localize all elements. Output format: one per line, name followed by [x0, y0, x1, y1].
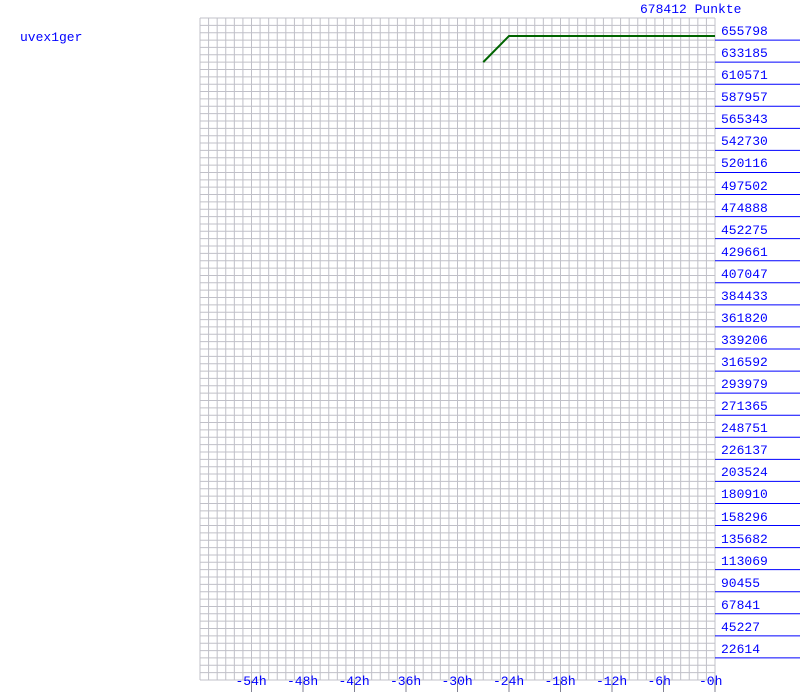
y-tick-label: 67841 — [721, 598, 800, 613]
y-tick-label: 565343 — [721, 112, 800, 127]
x-tick-label: -6h — [648, 674, 671, 700]
y-tick-label: 452275 — [721, 223, 800, 238]
y-tick-label: 113069 — [721, 554, 800, 569]
chart-title-value: 678412 — [640, 2, 687, 17]
y-tick-label: 610571 — [721, 68, 800, 83]
y-tick-label: 203524 — [721, 465, 800, 480]
chart-title: 678412 Punkte — [640, 2, 741, 17]
y-tick-label: 293979 — [721, 377, 800, 392]
series-label: uvex1ger — [20, 30, 82, 45]
y-tick-label: 429661 — [721, 245, 800, 260]
y-tick-label: 497502 — [721, 179, 800, 194]
x-tick-label: -18h — [545, 674, 576, 700]
y-tick-label: 271365 — [721, 399, 800, 414]
chart-svg — [0, 0, 800, 700]
y-tick-label: 226137 — [721, 443, 800, 458]
y-tick-label: 384433 — [721, 289, 800, 304]
y-tick-label: 180910 — [721, 487, 800, 502]
y-tick-label: 361820 — [721, 311, 800, 326]
x-tick-label: -42h — [339, 674, 370, 700]
chart-title-unit: Punkte — [695, 2, 742, 17]
y-tick-label: 158296 — [721, 510, 800, 525]
x-tick-label: -24h — [493, 674, 524, 700]
x-tick-label: -30h — [442, 674, 473, 700]
y-tick-label: 22614 — [721, 642, 800, 657]
y-tick-label: 316592 — [721, 355, 800, 370]
y-tick-label: 90455 — [721, 576, 800, 591]
y-tick-label: 542730 — [721, 134, 800, 149]
y-tick-label: 339206 — [721, 333, 800, 348]
y-tick-label: 45227 — [721, 620, 800, 635]
x-tick-label: -48h — [287, 674, 318, 700]
y-tick-label: 248751 — [721, 421, 800, 436]
x-tick-label: -12h — [596, 674, 627, 700]
x-tick-label: -54h — [236, 674, 267, 700]
x-tick-label: -0h — [699, 674, 722, 700]
y-tick-label: 520116 — [721, 156, 800, 171]
y-tick-label: 655798 — [721, 24, 800, 39]
y-tick-label: 135682 — [721, 532, 800, 547]
y-tick-label: 474888 — [721, 201, 800, 216]
x-tick-label: -36h — [390, 674, 421, 700]
y-tick-label: 407047 — [721, 267, 800, 282]
y-tick-label: 633185 — [721, 46, 800, 61]
y-tick-label: 587957 — [721, 90, 800, 105]
